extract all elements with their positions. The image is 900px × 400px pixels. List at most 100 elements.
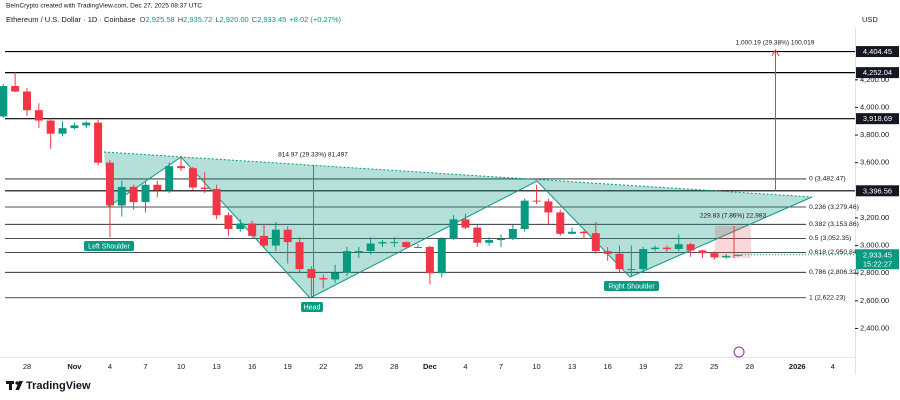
x-tick-label: 25 [710,362,718,371]
level-box [856,185,899,197]
candle-body [23,91,31,111]
label-box [604,281,659,291]
y-tick-label: 2,600.00 [860,296,889,305]
x-tick-label: 19 [284,362,292,371]
y-tick-label: 4,000.00 [860,102,889,111]
candle-body [94,122,103,163]
measure-label: 1,000.19 (29.38%) 100,019 [736,40,815,47]
logo-part [9,381,12,390]
current-price-box [856,249,899,270]
candle-body [200,187,209,189]
candle-body [331,272,340,280]
y-tick-label: 4,200.00 [860,75,889,84]
candle-body [591,233,600,252]
candle-body [105,162,114,206]
candle-body [402,242,411,247]
x-tick-label: 4 [463,362,467,371]
fib-label: 1 (2,622.23) [809,295,846,302]
x-tick-label: 13 [212,362,220,371]
candle-body [686,244,695,251]
label-box [84,241,134,251]
x-tick-label: 7 [143,362,147,371]
quote-key: H [178,15,183,24]
candle-body [70,125,79,129]
quote-key: C [252,15,258,24]
candle-body [603,251,612,254]
candle-body [271,229,280,246]
candle-body [283,229,292,243]
candle-body [342,251,351,273]
candle-body [141,184,150,203]
candle-body [366,243,375,252]
pattern-label: Head [304,304,321,311]
fib-label: 0.618 (2,950.84) [809,249,859,256]
candle-body [390,242,399,244]
candle-body [520,200,529,229]
candle-body [11,86,20,92]
level-label: 4,404.45 [863,47,892,56]
y-tick-label: 3,200.00 [860,213,889,222]
x-tick-label: Dec [423,362,437,371]
x-tick-label: 16 [603,362,611,371]
level-box [856,67,899,79]
fib-label: 0.786 (2,806.32) [809,269,859,276]
x-tick-label: 28 [390,362,398,371]
label-box [301,302,323,312]
candle-body [0,86,8,117]
candle-body [153,184,162,191]
candle-body [674,244,683,250]
candle-body [378,242,387,244]
candle-body [46,120,55,134]
candle-body [117,186,126,206]
candle-body [129,186,138,203]
measure-arrow [771,49,780,57]
candle-body [544,201,553,213]
pattern-label: Left Shoulder [88,243,130,250]
candle-body [698,250,707,254]
fib-label: 0.236 (3,279.46) [809,204,859,211]
candle-body [224,215,233,229]
y-tick-label: 3,800.00 [860,130,889,139]
pattern-label: Right Shoulder [608,283,655,290]
candle-body [473,227,482,243]
candle-body [212,188,221,216]
candle-body [34,110,43,121]
level-label: 3,396.56 [863,186,892,195]
candle-body [734,254,742,256]
candle-body [532,200,541,202]
candle-body [82,122,91,126]
y-tick-label: 2,400.00 [860,323,889,332]
candle-body [651,247,660,250]
candle-body [639,249,648,270]
x-tick-label: 28 [23,362,31,371]
y-tick-label: 2,800.00 [860,268,889,277]
x-tick-label: 13 [568,362,576,371]
level-box [856,113,899,125]
x-tick-label: 25 [355,362,363,371]
candle-body [556,212,565,234]
x-tick-label: 4 [831,362,835,371]
x-tick-label: 4 [108,362,112,371]
x-tick-label: 16 [248,362,256,371]
quote-key: L [215,15,219,24]
credit: BeInCrypto created with TradingView.com,… [6,3,202,10]
measure-label: 229.83 (7.86%) 22,983 [700,213,767,220]
candle-body [449,219,458,239]
brand: TradingView [26,380,91,392]
pattern-fill [104,152,812,298]
measure-box [715,226,751,258]
candle-body [497,238,505,241]
logo-part [15,381,23,390]
candle-body [248,223,257,236]
x-tick-label: 10 [177,362,185,371]
candle-body [354,251,363,253]
candle-body [425,246,434,274]
candle-body [58,128,67,134]
candle-body [627,269,636,271]
event-icon[interactable] [733,346,745,358]
level-label: 3,918.69 [863,114,892,123]
quote-value: 2,933.45 [257,15,286,24]
